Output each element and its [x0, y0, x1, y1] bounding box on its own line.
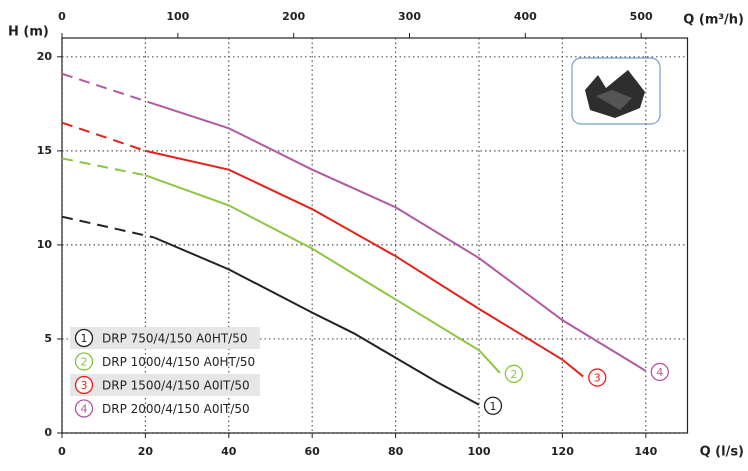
- x-axis-title: Q (l/s): [700, 445, 744, 460]
- x-tick-label: 120: [551, 445, 574, 458]
- y-tick-label: 10: [37, 238, 53, 251]
- legend-label: DRP 2000/4/150 A0IT/50: [102, 402, 250, 416]
- x-tick-label: 0: [58, 445, 66, 458]
- curve: [153, 102, 647, 372]
- product-image: [571, 57, 661, 125]
- legend-marker: [74, 328, 94, 348]
- curve-dashed: [61, 72, 155, 105]
- x2-tick-label: 400: [514, 10, 537, 23]
- x-tick-label: 20: [138, 445, 154, 458]
- curve-dashed: [61, 215, 154, 239]
- x2-tick-label: 0: [58, 10, 66, 23]
- legend-label: DRP 750/4/150 A0HT/50: [102, 332, 247, 346]
- curve: [145, 149, 584, 378]
- x-tick-label: 60: [305, 445, 321, 458]
- legend-row-bg: [70, 327, 260, 349]
- y-tick-label: 0: [44, 426, 52, 439]
- y-tick-label: 15: [37, 144, 52, 157]
- x-tick-label: 100: [468, 445, 491, 458]
- legend-marker-label: 2: [81, 356, 88, 369]
- x2-tick-label: 500: [630, 10, 653, 23]
- legend-marker-label: 4: [81, 403, 88, 416]
- legend-marker: [74, 375, 94, 395]
- legend-label: DRP 1500/4/150 A0IT/50: [102, 379, 250, 393]
- y-tick-label: 20: [37, 50, 53, 63]
- legend-marker: [74, 352, 94, 371]
- legend-marker-label: 3: [81, 379, 88, 392]
- x2-axis-title: Q (m³/h): [683, 13, 744, 28]
- y-axis-title: H (m): [8, 25, 49, 40]
- legend: 1 DRP 750/4/150 A0HT/50 2 DRP 1000/4/150 A0…: [70, 327, 260, 418]
- curve-marker: [504, 364, 523, 383]
- x-tick-label: 140: [634, 445, 657, 458]
- legend-label: DRP 1000/4/150 A0HT/50: [102, 355, 255, 369]
- curve-marker-label: 3: [594, 372, 601, 385]
- curve-marker-label: 1: [490, 400, 497, 413]
- curve-marker: [588, 368, 607, 387]
- x-tick-label: 80: [388, 445, 404, 458]
- x2-tick-label: 100: [166, 10, 189, 23]
- x-tick-label: 40: [221, 445, 237, 458]
- x2-tick-label: 300: [398, 10, 421, 23]
- curve-marker-label: 4: [656, 366, 663, 379]
- plot-frame: [61, 37, 689, 434]
- curve-dashed: [61, 121, 146, 152]
- legend-marker: [74, 399, 94, 418]
- y-tick-label: 5: [44, 332, 52, 345]
- x2-tick-label: 200: [282, 10, 305, 23]
- curve-marker: [483, 396, 503, 415]
- curve-marker: [650, 362, 669, 382]
- legend-marker-label: 1: [81, 332, 88, 345]
- curve-dashed: [61, 157, 146, 177]
- legend-row-bg: [70, 374, 260, 396]
- curve: [145, 174, 501, 374]
- curve: [153, 236, 480, 406]
- curve-marker-label: 2: [510, 368, 517, 381]
